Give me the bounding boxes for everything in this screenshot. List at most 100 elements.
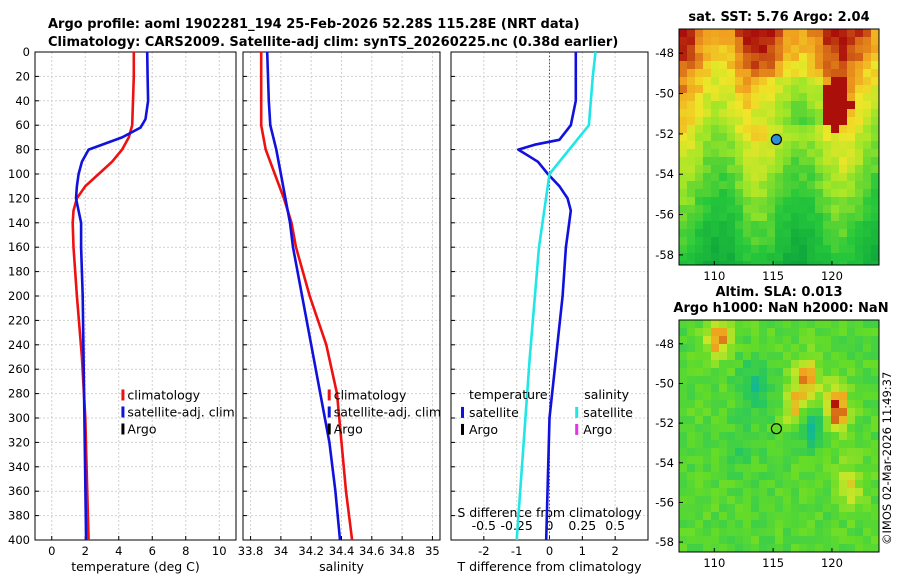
map-cell: [751, 480, 759, 488]
map-cell: [871, 205, 879, 213]
map-cell: [687, 109, 695, 117]
map-cell: [759, 400, 767, 408]
y-tick-label: 340: [8, 460, 30, 474]
map-cell: [735, 464, 743, 472]
map-cell: [775, 189, 783, 197]
map-cell: [767, 101, 775, 109]
map-cell: [703, 368, 711, 376]
map-cell: [743, 181, 751, 189]
map-cell: [727, 261, 735, 265]
map-cell: [735, 520, 743, 528]
map-cell: [711, 488, 719, 496]
map-cell: [823, 408, 831, 416]
map-cell: [855, 125, 863, 133]
map-cell: [751, 229, 759, 237]
map-cell: [679, 133, 687, 141]
map-cell: [783, 368, 791, 376]
map-cell: [679, 488, 687, 496]
map-cell: [751, 328, 759, 336]
map-cell: [679, 520, 687, 528]
map-cell: [695, 45, 703, 53]
map-cell: [815, 472, 823, 480]
map-cell: [679, 536, 687, 544]
map-cell: [719, 205, 727, 213]
map-cell: [783, 61, 791, 69]
map-cell: [727, 448, 735, 456]
map-cell: [735, 536, 743, 544]
map-cell: [831, 480, 839, 488]
x-tick-label: 4: [115, 544, 122, 558]
map-cell: [783, 400, 791, 408]
map-cell: [791, 237, 799, 245]
map-cell: [807, 536, 815, 544]
map-cell: [711, 149, 719, 157]
map-cell: [783, 504, 791, 512]
map-cell: [823, 53, 831, 61]
map-cell: [687, 221, 695, 229]
map-cell: [799, 117, 807, 125]
map-cell: [767, 432, 775, 440]
map-cell: [863, 432, 871, 440]
map-cell: [871, 173, 879, 181]
map-cell: [823, 117, 831, 125]
map-cell: [743, 221, 751, 229]
map-cell: [831, 424, 839, 432]
map-cell: [711, 61, 719, 69]
map-cell: [855, 448, 863, 456]
map-cell: [719, 29, 727, 37]
map-cell: [711, 165, 719, 173]
map-cell: [799, 141, 807, 149]
map-cell: [807, 464, 815, 472]
map-cell: [695, 85, 703, 93]
map-cell: [847, 61, 855, 69]
map-cell: [727, 512, 735, 520]
map-cell: [847, 456, 855, 464]
map-cell: [775, 205, 783, 213]
map-cell: [775, 328, 783, 336]
map-cell: [751, 245, 759, 253]
map-cell: [791, 328, 799, 336]
x-tick-label: -1: [511, 544, 522, 558]
map-cell: [719, 448, 727, 456]
map-cell: [783, 261, 791, 265]
map-cell: [807, 360, 815, 368]
map-cell: [783, 117, 791, 125]
map-cell: [783, 141, 791, 149]
map-cell: [871, 368, 879, 376]
map-cell: [767, 408, 775, 416]
map-cell: [735, 544, 743, 552]
map-x-tick-label: 110: [703, 556, 725, 570]
map-cell: [679, 125, 687, 133]
map-cell: [743, 352, 751, 360]
map-cell: [775, 456, 783, 464]
map-cell: [799, 77, 807, 85]
map-cell: [679, 344, 687, 352]
map-cell: [847, 368, 855, 376]
map-cell: [735, 29, 743, 37]
map-cell: [799, 368, 807, 376]
map-cell: [703, 197, 711, 205]
map-cell: [719, 53, 727, 61]
map-cell: [791, 504, 799, 512]
map-cell: [831, 352, 839, 360]
map-cell: [791, 141, 799, 149]
map-cell: [839, 157, 847, 165]
map-cell: [831, 213, 839, 221]
map-cell: [815, 53, 823, 61]
map-cell: [871, 512, 879, 520]
map-cell: [847, 85, 855, 93]
map-cell: [727, 520, 735, 528]
map-cell: [815, 336, 823, 344]
map-cell: [791, 376, 799, 384]
map-cell: [807, 213, 815, 221]
map-cell: [719, 424, 727, 432]
argo-location-marker: [770, 133, 783, 146]
map-cell: [775, 528, 783, 536]
map-cell: [855, 29, 863, 37]
map-cell: [711, 181, 719, 189]
map-subtitle: Argo h1000: NaN h2000: NaN: [673, 301, 888, 316]
map-cell: [791, 456, 799, 464]
map-cell: [743, 37, 751, 45]
map-y-tick-label: -58: [655, 535, 674, 549]
